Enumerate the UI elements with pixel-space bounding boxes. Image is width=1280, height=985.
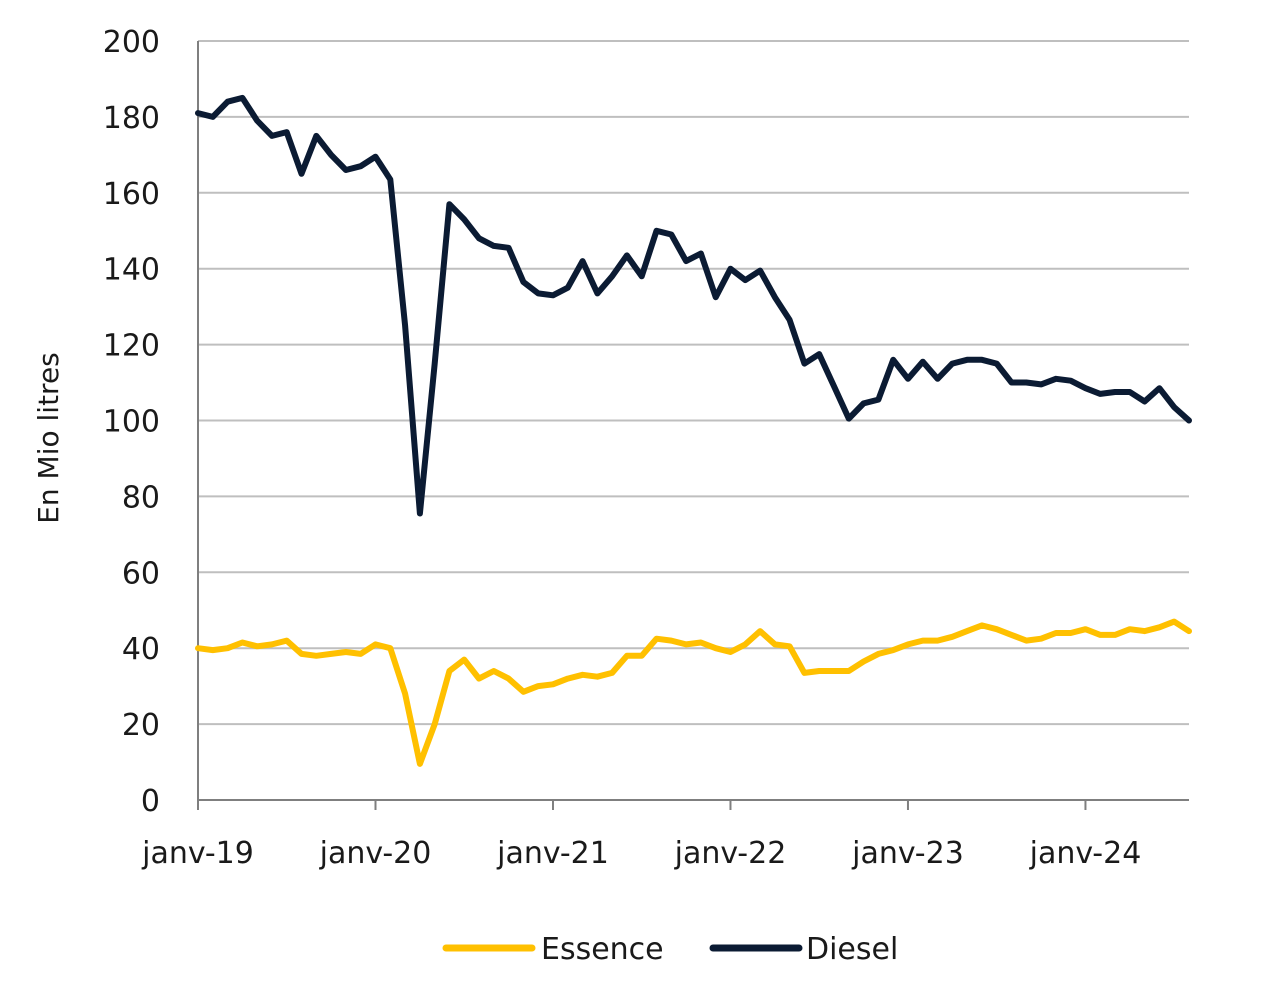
tick-labels: 0 20 40 60 80 100 120 140 160 180 200 janv-19 janv-2… (103, 25, 1142, 871)
y-tick-label: 100 (103, 405, 160, 440)
y-tick-label: 0 (141, 784, 160, 819)
y-tick-label: 20 (122, 708, 160, 743)
series-line-essence (195, 618, 1192, 767)
x-tick-label: janv-24 (1029, 836, 1142, 871)
legend-label-diesel: Diesel (806, 932, 898, 967)
axes (197, 41, 1189, 810)
x-tick-label: janv-23 (851, 836, 964, 871)
y-tick-label: 140 (103, 253, 160, 288)
y-tick-label: 180 (103, 101, 160, 136)
x-tick-label: janv-21 (496, 836, 609, 871)
y-tick-label: 120 (103, 329, 160, 364)
y-tick-label: 60 (122, 556, 160, 591)
series-lines (195, 94, 1192, 767)
x-tick-label: janv-22 (674, 836, 787, 871)
y-tick-label: 40 (122, 632, 160, 667)
series-line-diesel (195, 94, 1192, 517)
y-axis-title: En Mio litres (32, 352, 65, 524)
y-tick-label: 200 (103, 25, 160, 60)
x-tick-label: janv-19 (141, 836, 254, 871)
gridlines (198, 40, 1189, 726)
legend: Essence Diesel (442, 932, 898, 967)
y-tick-label: 80 (122, 480, 160, 515)
y-tick-label: 160 (103, 177, 160, 212)
x-tick-label: janv-20 (319, 836, 432, 871)
legend-label-essence: Essence (541, 932, 664, 967)
